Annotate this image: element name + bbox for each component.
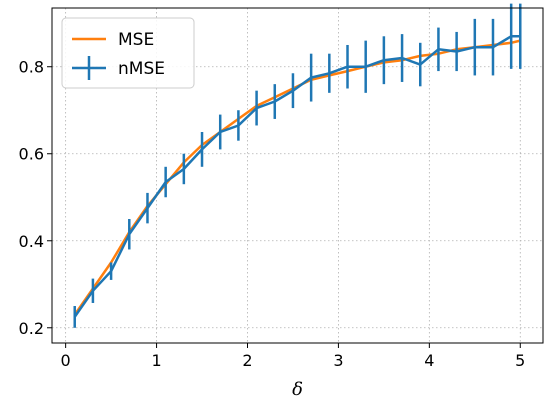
x-tick-label: 0 [61, 351, 71, 370]
ticks: 0 1 2 3 4 5 0.2 0.4 0.6 0.8 [19, 58, 526, 370]
legend-nmse-label: nMSE [118, 59, 165, 79]
x-tick-label: 5 [515, 351, 525, 370]
legend: MSE nMSE [61, 17, 195, 89]
y-tick-label: 0.6 [19, 145, 44, 164]
y-tick-label: 0.8 [19, 58, 44, 77]
x-tick-label: 1 [151, 351, 161, 370]
legend-mse-label: MSE [118, 30, 154, 50]
nmse-line [73, 35, 521, 318]
x-tick-label: 4 [424, 351, 434, 370]
legend-box [61, 17, 195, 89]
y-tick-label: 0.4 [19, 232, 44, 251]
grid [52, 8, 543, 343]
x-tick-label: 3 [333, 351, 343, 370]
x-tick-label: 2 [242, 351, 252, 370]
plot-area [73, 3, 522, 328]
x-axis-label: δ [292, 379, 303, 400]
y-tick-label: 0.2 [19, 319, 44, 338]
axes-frame [51, 7, 544, 344]
